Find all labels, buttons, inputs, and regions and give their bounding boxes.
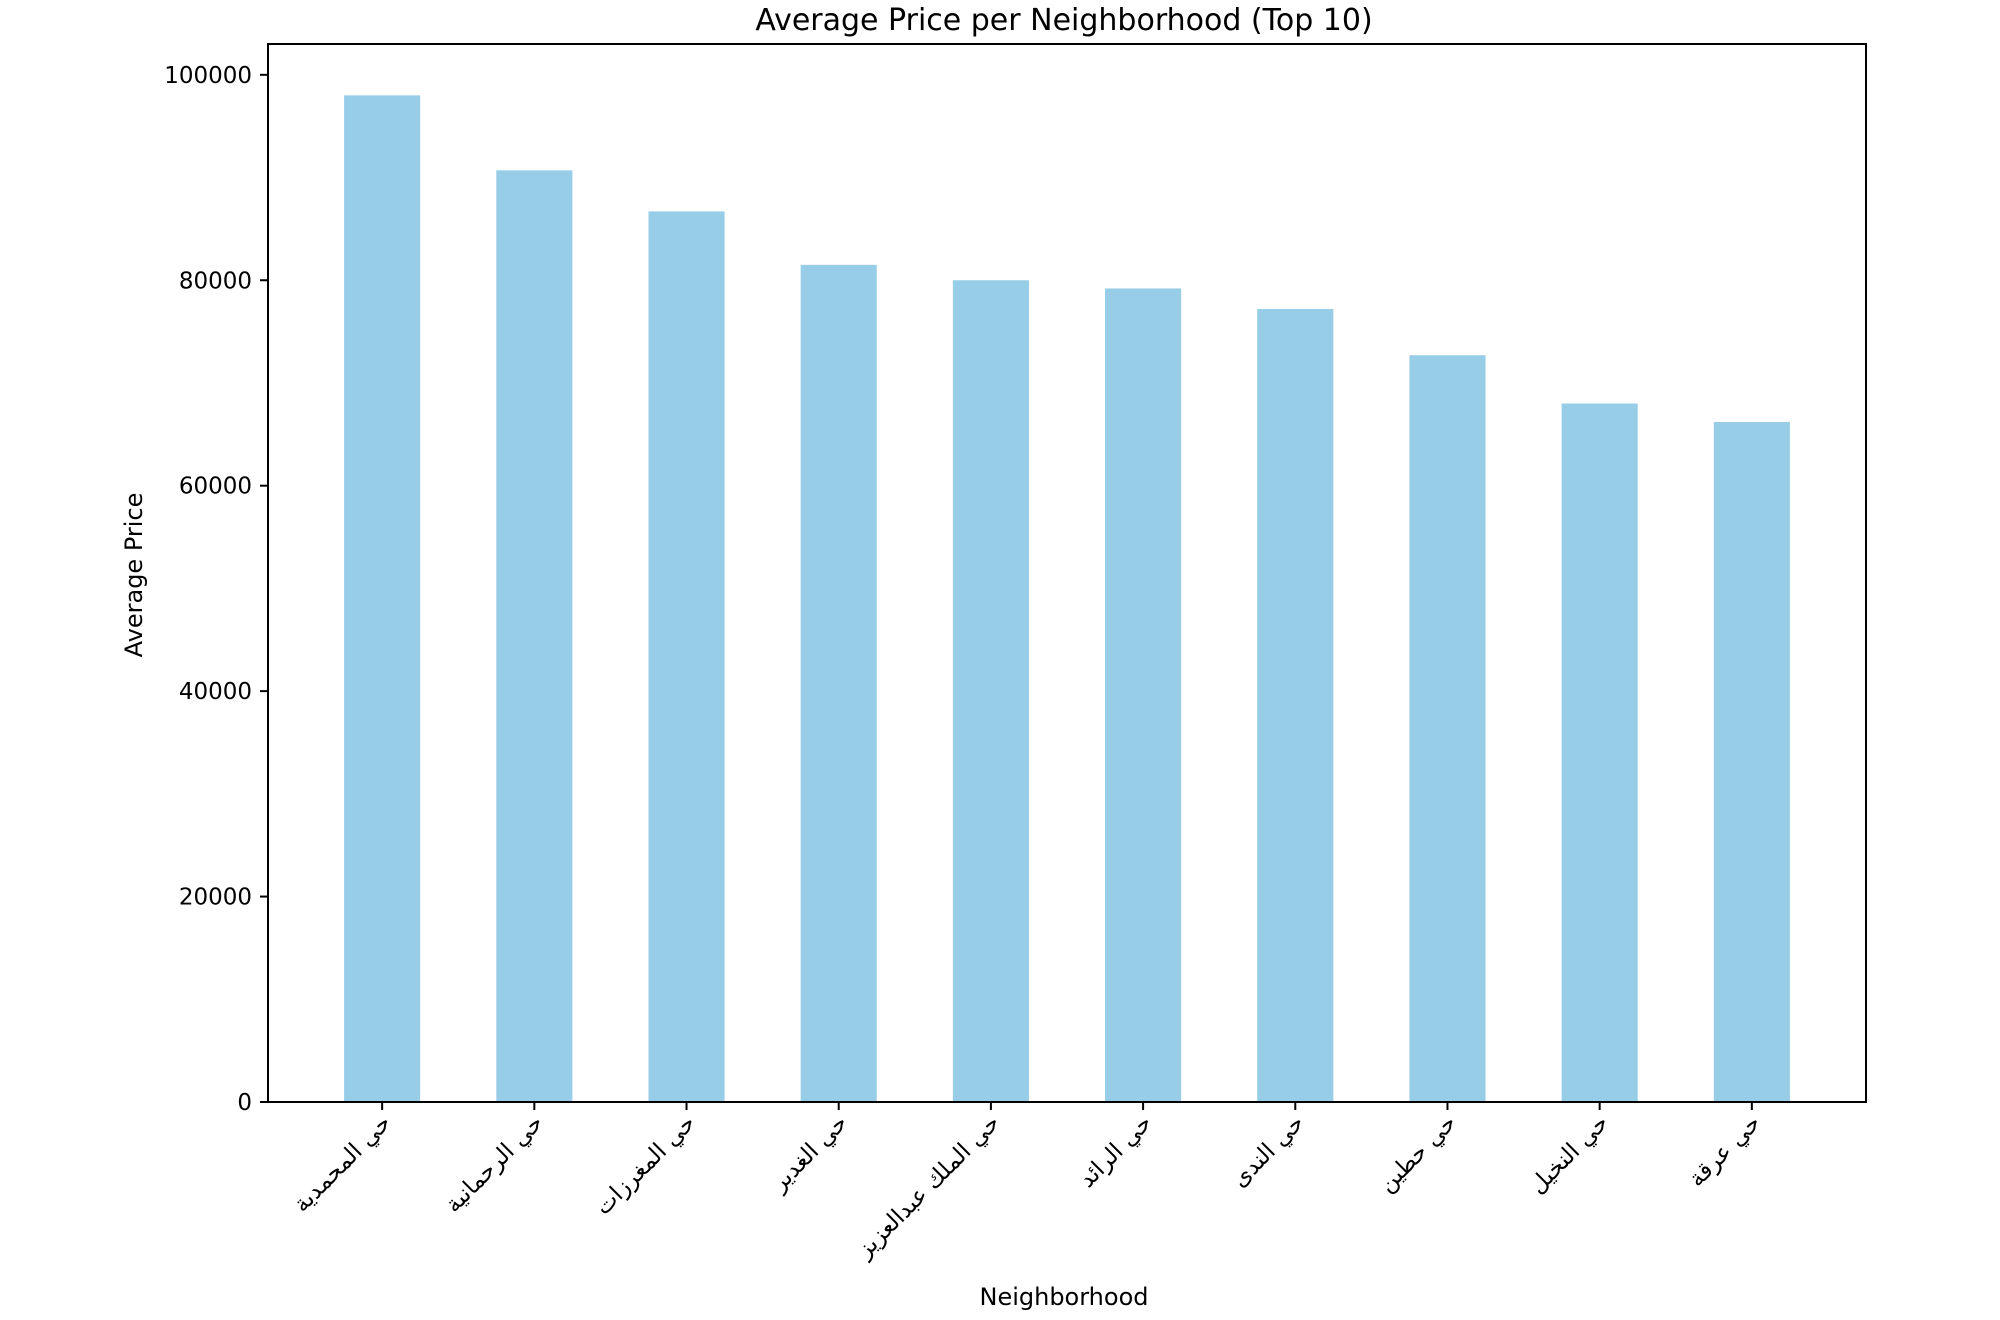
bars-group (344, 95, 1790, 1103)
y-axis-ticks: 0 20000 40000 60000 80000 100000 (164, 63, 268, 1116)
bar (800, 264, 877, 1102)
y-tick-label: 0 (237, 1090, 252, 1116)
bar (344, 95, 421, 1102)
x-axis-label: Neighborhood (979, 1283, 1148, 1311)
y-tick-label: 100000 (164, 63, 252, 89)
bar (1713, 422, 1790, 1102)
bar (496, 170, 573, 1102)
y-tick-label: 60000 (179, 474, 252, 500)
bar (1561, 403, 1638, 1103)
bar (952, 280, 1029, 1102)
bar (1257, 309, 1334, 1103)
chart-title: Average Price per Neighborhood (Top 10) (755, 3, 1372, 38)
bar (1409, 355, 1486, 1102)
y-tick-label: 80000 (179, 268, 252, 294)
y-tick-label: 40000 (179, 679, 252, 705)
bar (1105, 288, 1182, 1102)
y-axis-label: Average Price (120, 493, 148, 658)
plot-frame (267, 43, 1867, 1103)
bar (648, 211, 725, 1103)
y-tick-label: 20000 (179, 885, 252, 911)
